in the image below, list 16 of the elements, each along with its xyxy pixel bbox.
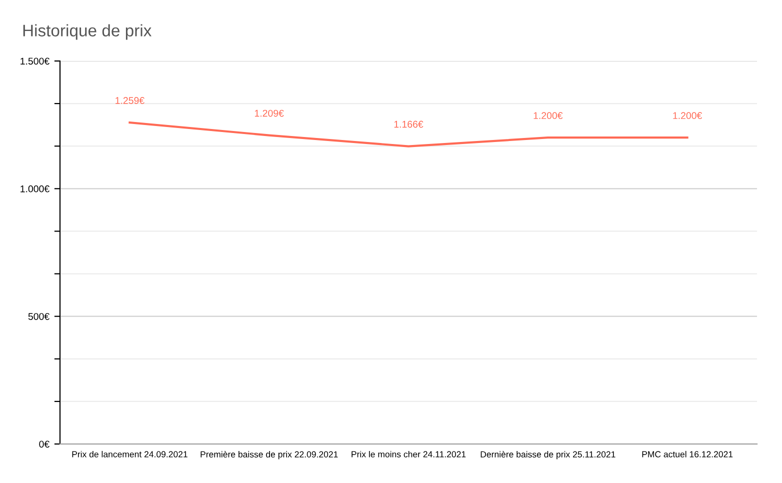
x-tick-label: Dernière baisse de prix 25.11.2021 <box>480 450 616 460</box>
x-tick-label: Première baisse de prix 22.09.2021 <box>200 450 338 460</box>
y-tick-label: 1.000€ <box>20 185 50 192</box>
data-label: 1.200€ <box>673 112 702 120</box>
x-tick-label: PMC actuel 16.12.2021 <box>642 450 733 458</box>
line-series <box>128 121 688 148</box>
chart-title: Historique de prix <box>23 24 152 40</box>
x-tick-label: Prix le moins cher 24.11.2021 <box>352 450 466 458</box>
y-tick-label: 0€ <box>39 440 50 448</box>
y-tick-label: 1.500€ <box>20 58 50 65</box>
data-label: 1.209€ <box>254 110 284 117</box>
y-tick-label: 500€ <box>28 313 50 320</box>
data-label: 1.166€ <box>394 120 424 128</box>
data-label: 1.259€ <box>116 97 144 104</box>
data-label: 1.200€ <box>534 112 563 120</box>
x-tick-label: Prix de lancement 24.09.2021 <box>72 450 188 458</box>
